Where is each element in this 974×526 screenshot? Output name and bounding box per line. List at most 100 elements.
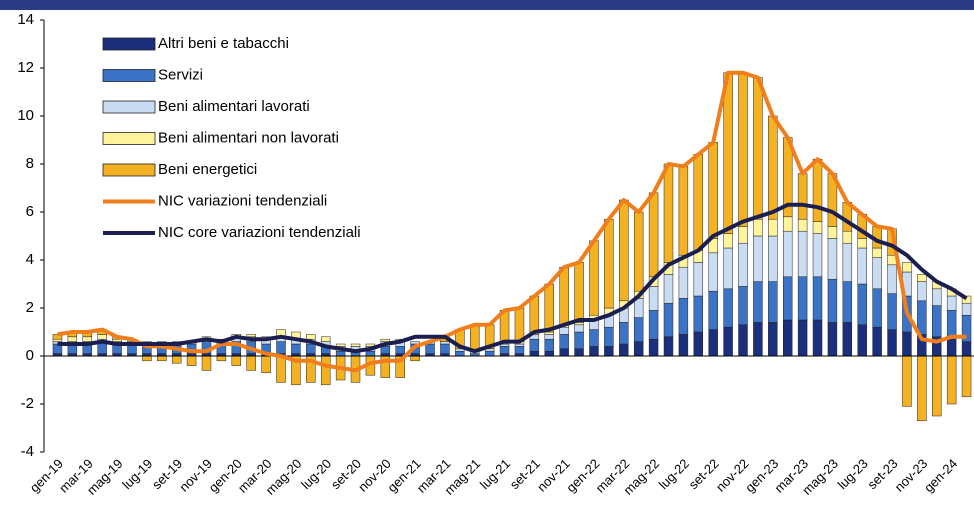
- bar-segment: [812, 158, 823, 222]
- bar-segment: [320, 336, 331, 342]
- bar-segment: [589, 240, 599, 316]
- bar-segment: [559, 326, 569, 335]
- bar-segment: [723, 326, 733, 357]
- bar-segment: [633, 298, 644, 318]
- bar-segment: [708, 252, 718, 292]
- bar-segment: [932, 355, 942, 417]
- bar-segment: [499, 346, 510, 354]
- bar-segment: [291, 343, 301, 354]
- y-tick-label: 12: [17, 59, 34, 76]
- bar-segment: [693, 154, 704, 251]
- bar-segment: [932, 305, 942, 338]
- bar-segment: [961, 295, 972, 304]
- bar-segment: [678, 166, 689, 256]
- bar-segment: [544, 283, 554, 333]
- bar-segment: [514, 343, 525, 347]
- y-tick-label: 6: [26, 203, 34, 220]
- bar-segment: [797, 173, 808, 220]
- bar-segment: [961, 355, 972, 398]
- bar-segment: [946, 355, 957, 405]
- bar-segment: [306, 343, 316, 354]
- bar-segment: [857, 324, 867, 357]
- bar-segment: [574, 324, 584, 333]
- bar-segment: [410, 341, 420, 345]
- bar-segment: [455, 350, 465, 357]
- legend-label: NIC variazioni tendenziali: [158, 192, 327, 209]
- bar-segment: [917, 355, 927, 422]
- bar-segment: [678, 298, 689, 335]
- bar-segment: [663, 336, 674, 357]
- legend-swatch: [102, 37, 156, 51]
- bar-segment: [633, 341, 644, 357]
- bar-segment: [440, 343, 450, 354]
- bar-segment: [633, 317, 644, 342]
- bar-segment: [887, 264, 897, 294]
- bar-segment: [261, 355, 271, 374]
- bar-segment: [470, 324, 480, 352]
- bar-segment: [738, 286, 748, 326]
- bar-segment: [797, 276, 808, 321]
- bar-segment: [872, 326, 882, 357]
- y-tick-label: 0: [26, 347, 34, 364]
- bar-segment: [365, 343, 376, 347]
- bar-segment: [604, 326, 614, 347]
- bar-segment: [723, 288, 733, 328]
- bar-segment: [753, 218, 763, 237]
- bar-segment: [842, 281, 853, 323]
- bar-segment: [857, 238, 867, 249]
- bar-segment: [231, 355, 242, 366]
- bar-segment: [335, 343, 346, 347]
- legend-swatch: [102, 69, 156, 82]
- legend-label: Beni energetici: [158, 161, 257, 178]
- bar-segment: [872, 247, 882, 258]
- bar-segment: [738, 72, 748, 227]
- bar-segment: [142, 355, 152, 362]
- legend-label: Altri beni e tabacchi: [158, 35, 289, 52]
- bar-segment: [648, 310, 659, 340]
- bar-segment: [350, 343, 361, 347]
- bar-segment: [484, 350, 495, 357]
- bar-segment: [782, 276, 793, 321]
- bar-segment: [574, 348, 584, 357]
- legend-swatch: [102, 163, 156, 177]
- bar-segment: [693, 295, 704, 333]
- bar-segment: [753, 77, 763, 220]
- bar-segment: [604, 346, 614, 357]
- bar-segment: [589, 329, 599, 347]
- x-tick-label: lug-19: [119, 456, 155, 492]
- legend-label: Beni alimentari lavorati: [158, 98, 310, 115]
- x-tick-label: lug-20: [298, 456, 334, 492]
- bar-segment: [216, 355, 227, 362]
- bar-segment: [440, 341, 450, 345]
- bar-segment: [410, 355, 420, 362]
- bar-segment: [544, 350, 554, 357]
- bar-segment: [917, 274, 927, 282]
- bar-segment: [768, 281, 778, 323]
- bar-segment: [544, 331, 554, 335]
- bar-segment: [827, 238, 838, 280]
- bar-segment: [589, 346, 599, 357]
- title-strip: [0, 0, 974, 10]
- x-tick-label: gen-24: [921, 456, 960, 495]
- bar-segment: [782, 216, 793, 232]
- y-tick-label: -4: [21, 443, 34, 460]
- y-tick-label: 4: [26, 251, 34, 268]
- bar-segment: [365, 350, 376, 357]
- bar-segment: [648, 338, 659, 357]
- bar-segment: [797, 230, 808, 278]
- bar-segment: [768, 322, 778, 357]
- bar-segment: [335, 350, 346, 357]
- bar-segment: [544, 338, 554, 352]
- y-tick-label: 10: [17, 107, 34, 124]
- bar-segment: [768, 235, 778, 282]
- y-tick-label: 8: [26, 155, 34, 172]
- legend-swatch: [102, 100, 156, 114]
- bar-segment: [529, 338, 540, 352]
- bar-segment: [872, 288, 882, 328]
- bar-segment: [663, 274, 674, 304]
- bar-segment: [663, 163, 674, 263]
- bar-segment: [917, 300, 927, 335]
- bar-segment: [514, 346, 525, 354]
- bar-segment: [723, 233, 733, 249]
- bar-segment: [678, 334, 689, 357]
